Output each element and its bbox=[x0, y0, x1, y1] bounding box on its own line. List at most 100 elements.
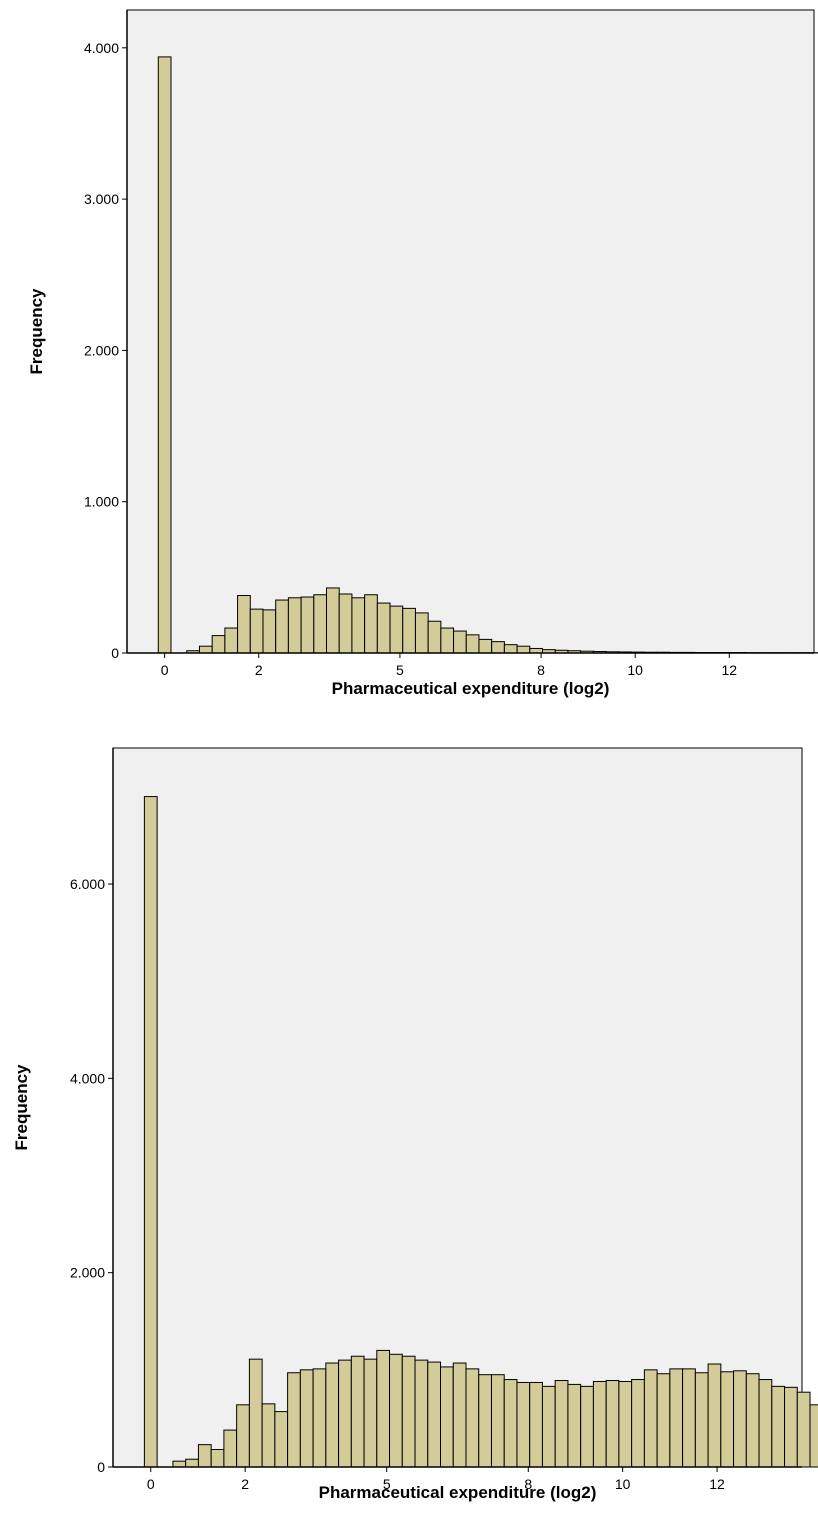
bar bbox=[339, 1360, 352, 1467]
bar bbox=[504, 1380, 517, 1467]
x-axis-ticks: 0 2 5 8 10 12 bbox=[161, 653, 738, 678]
bar bbox=[224, 1430, 237, 1467]
bar bbox=[492, 642, 505, 653]
bar bbox=[352, 598, 365, 653]
bar bbox=[276, 600, 289, 653]
bar bbox=[441, 628, 454, 653]
plot-area bbox=[127, 10, 814, 653]
bar bbox=[670, 1369, 683, 1467]
bar bbox=[351, 1356, 364, 1467]
x-tick-label: 8 bbox=[537, 662, 545, 678]
y-tick-label: 0 bbox=[111, 645, 119, 661]
bar bbox=[377, 1350, 390, 1467]
bar bbox=[198, 1445, 211, 1467]
bar bbox=[619, 1381, 632, 1467]
bar bbox=[454, 631, 467, 653]
bar bbox=[415, 613, 428, 653]
bar bbox=[479, 639, 492, 653]
bar bbox=[708, 1364, 721, 1467]
bar bbox=[415, 1360, 428, 1467]
bar bbox=[632, 1380, 645, 1467]
bar bbox=[288, 1373, 301, 1467]
x-tick-label: 0 bbox=[161, 662, 169, 678]
bar bbox=[262, 1404, 275, 1467]
bar bbox=[364, 1359, 377, 1467]
bar bbox=[428, 621, 441, 653]
bar bbox=[734, 1371, 747, 1467]
bar bbox=[237, 1405, 250, 1467]
bar bbox=[339, 594, 352, 653]
bar bbox=[810, 1405, 818, 1467]
bar bbox=[186, 1459, 199, 1467]
bar bbox=[275, 1412, 288, 1467]
x-axis-title: Pharmaceutical expenditure (log2) bbox=[332, 679, 610, 698]
histogram-1-svg: 0 1.000 2.000 3.000 4.000 0 2 5 8 10 12 Frequency… bbox=[0, 0, 818, 720]
bar bbox=[695, 1373, 708, 1467]
bar bbox=[772, 1386, 785, 1467]
bar bbox=[517, 646, 530, 653]
bar bbox=[721, 1372, 734, 1467]
y-tick-label: 3.000 bbox=[84, 191, 119, 207]
bar bbox=[327, 588, 340, 653]
bar bbox=[606, 1381, 619, 1467]
bar bbox=[300, 1370, 313, 1467]
bar bbox=[377, 603, 390, 653]
histogram-chart-1: 0 1.000 2.000 3.000 4.000 0 2 5 8 10 12 Frequency… bbox=[0, 0, 818, 725]
bar bbox=[250, 609, 263, 653]
bar bbox=[326, 1363, 339, 1467]
plot-area bbox=[113, 748, 802, 1467]
bar bbox=[683, 1369, 696, 1467]
bar bbox=[288, 598, 301, 653]
bar bbox=[479, 1375, 492, 1467]
bar-zero bbox=[144, 797, 157, 1467]
bar bbox=[657, 1374, 670, 1467]
bar bbox=[199, 646, 212, 653]
bar bbox=[644, 1370, 657, 1467]
bar bbox=[517, 1382, 530, 1467]
bar bbox=[759, 1380, 772, 1467]
bar bbox=[746, 1374, 759, 1467]
bar bbox=[593, 1381, 606, 1467]
x-tick-label: 10 bbox=[627, 662, 643, 678]
y-tick-label: 2.000 bbox=[70, 1265, 105, 1281]
bar bbox=[453, 1363, 466, 1467]
bar bbox=[441, 1367, 454, 1467]
bar bbox=[301, 597, 314, 653]
bar bbox=[211, 1450, 224, 1467]
y-tick-label: 2.000 bbox=[84, 342, 119, 358]
x-tick-label: 12 bbox=[709, 1476, 725, 1492]
bar bbox=[555, 1381, 568, 1467]
bar bbox=[402, 1356, 415, 1467]
bar bbox=[403, 608, 416, 653]
bar bbox=[390, 606, 403, 653]
bar-zero bbox=[158, 57, 171, 653]
x-tick-label: 5 bbox=[396, 662, 404, 678]
bar bbox=[491, 1375, 504, 1467]
x-tick-label: 10 bbox=[615, 1476, 631, 1492]
bar bbox=[238, 596, 251, 653]
y-tick-label: 4.000 bbox=[84, 40, 119, 56]
y-axis-title: Frequency bbox=[12, 1064, 31, 1151]
y-tick-label: 1.000 bbox=[84, 494, 119, 510]
bar bbox=[390, 1354, 403, 1467]
bar bbox=[225, 628, 238, 653]
bar bbox=[212, 636, 225, 653]
bar bbox=[428, 1362, 441, 1467]
x-tick-label: 2 bbox=[255, 662, 263, 678]
y-tick-label: 4.000 bbox=[70, 1070, 105, 1086]
bar bbox=[504, 645, 517, 653]
bar bbox=[466, 635, 479, 653]
x-tick-label: 0 bbox=[147, 1476, 155, 1492]
y-tick-label: 6.000 bbox=[70, 876, 105, 892]
bar bbox=[797, 1392, 810, 1467]
bar bbox=[581, 1386, 594, 1467]
bar bbox=[173, 1461, 186, 1467]
y-axis-ticks: 0 1.000 2.000 3.000 4.000 bbox=[84, 40, 127, 661]
bar bbox=[249, 1359, 262, 1467]
y-axis-title: Frequency bbox=[27, 288, 46, 375]
x-tick-label: 12 bbox=[722, 662, 738, 678]
bar bbox=[530, 1382, 543, 1467]
bar bbox=[313, 1369, 326, 1467]
